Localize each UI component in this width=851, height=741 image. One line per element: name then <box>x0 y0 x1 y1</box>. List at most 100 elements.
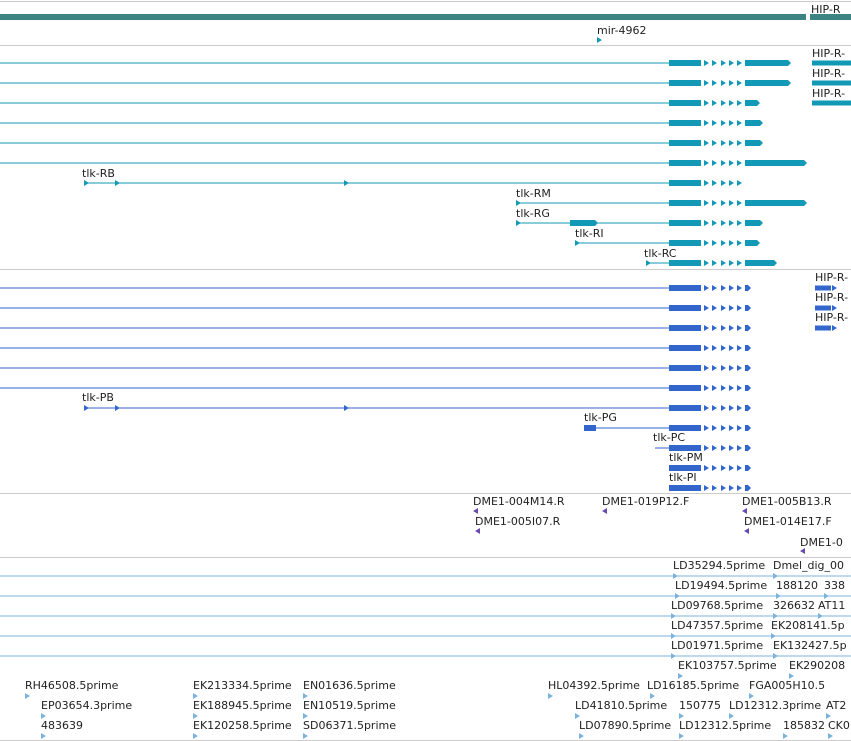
transcript-exon[interactable] <box>669 240 701 246</box>
protein-exon[interactable] <box>704 445 709 451</box>
protein-exon[interactable] <box>729 485 734 491</box>
transcript-exon[interactable] <box>712 140 717 146</box>
est-label-16[interactable]: EK213334.5prime <box>193 679 292 692</box>
est-label-32[interactable]: LD12312.5prime <box>679 719 771 732</box>
gene-bar-hip-r[interactable] <box>810 14 851 20</box>
transcript-exon[interactable] <box>704 60 709 66</box>
transcript-exon[interactable] <box>729 180 734 186</box>
transcript-exon[interactable] <box>729 80 734 86</box>
protein-exon[interactable] <box>745 445 751 451</box>
est-glyph[interactable] <box>303 733 308 739</box>
est-glyph[interactable] <box>193 733 198 739</box>
est-glyph[interactable] <box>673 573 678 579</box>
protein-exon[interactable] <box>712 305 717 311</box>
transcript-exon[interactable] <box>721 100 726 106</box>
protein-exon[interactable] <box>721 305 726 311</box>
protein-exon[interactable] <box>745 325 751 331</box>
protein-exon[interactable] <box>729 445 734 451</box>
protein-exon[interactable] <box>669 345 701 351</box>
est-label-15[interactable]: RH46508.5prime <box>25 679 119 692</box>
est-label-9[interactable]: LD47357.5prime <box>671 619 763 632</box>
transcript-exon[interactable] <box>737 180 742 186</box>
est-label-19[interactable]: LD16185.5prime <box>647 679 739 692</box>
protein-exon[interactable] <box>712 445 717 451</box>
transcript-exon[interactable] <box>712 120 717 126</box>
probe-label-3[interactable]: DME1-005B13.R <box>742 495 832 508</box>
protein-exon[interactable] <box>745 405 751 411</box>
transcript-exon[interactable] <box>712 260 717 266</box>
protein-exon[interactable] <box>712 365 717 371</box>
protein-exon[interactable] <box>669 405 701 411</box>
transcript-exon[interactable] <box>704 100 709 106</box>
transcript-exon[interactable] <box>669 260 701 266</box>
mirna-glyph[interactable] <box>597 37 602 43</box>
protein-exon[interactable] <box>669 305 701 311</box>
est-glyph[interactable] <box>679 713 684 719</box>
est-glyph[interactable] <box>729 713 734 719</box>
est-label-31[interactable]: LD07890.5prime <box>579 719 671 732</box>
est-label-10[interactable]: EK208141.5p <box>771 619 845 632</box>
transcript-exon[interactable] <box>729 200 734 206</box>
transcript-exon[interactable] <box>737 140 742 146</box>
est-label-8[interactable]: AT11 <box>818 599 845 612</box>
probe-label-1[interactable]: DME1-004M14.R <box>473 495 565 508</box>
probe-glyph[interactable] <box>800 548 805 554</box>
transcript-exon[interactable] <box>516 200 521 206</box>
transcript-exon[interactable] <box>570 220 598 226</box>
est-label-22[interactable]: EK188945.5prime <box>193 699 292 712</box>
transcript-label-hip-r-2[interactable]: HIP-R- <box>812 67 845 80</box>
transcript-exon[interactable] <box>729 100 734 106</box>
est-label-4[interactable]: 188120 <box>776 579 818 592</box>
transcript-exon[interactable] <box>344 180 349 186</box>
transcript-exon[interactable] <box>729 60 734 66</box>
est-label-26[interactable]: LD12312.3prime <box>729 699 821 712</box>
protein-exon[interactable] <box>669 285 701 291</box>
protein-exon[interactable] <box>712 385 717 391</box>
est-label-34[interactable]: CK0 <box>828 719 850 732</box>
transcript-exon[interactable] <box>737 240 742 246</box>
est-glyph[interactable] <box>579 733 584 739</box>
transcript-exon[interactable] <box>737 80 742 86</box>
transcript-exon[interactable] <box>737 200 742 206</box>
transcript-exon[interactable] <box>729 120 734 126</box>
transcript-exon[interactable] <box>704 80 709 86</box>
est-glyph[interactable] <box>193 713 198 719</box>
protein-exon[interactable] <box>745 285 751 291</box>
transcript-exon[interactable] <box>516 220 521 226</box>
est-glyph[interactable] <box>773 653 778 659</box>
transcript-label-tlk-rc[interactable]: tlk-RC <box>644 247 677 260</box>
transcript-exon[interactable] <box>721 60 726 66</box>
est-label-33[interactable]: 185832 <box>783 719 825 732</box>
protein-exon[interactable] <box>737 345 742 351</box>
probe-glyph[interactable] <box>473 508 478 514</box>
protein-exon[interactable] <box>729 425 734 431</box>
transcript-exon[interactable] <box>704 240 709 246</box>
protein-exon[interactable] <box>737 405 742 411</box>
transcript-hip-r[interactable] <box>812 80 851 86</box>
protein-exon[interactable] <box>669 445 701 451</box>
protein-hip-r[interactable] <box>832 285 837 291</box>
protein-exon[interactable] <box>745 465 751 471</box>
protein-exon[interactable] <box>704 385 709 391</box>
est-glyph[interactable] <box>675 593 680 599</box>
est-label-25[interactable]: 150775 <box>679 699 721 712</box>
transcript-exon[interactable] <box>729 240 734 246</box>
protein-exon[interactable] <box>721 465 726 471</box>
est-glyph[interactable] <box>771 633 776 639</box>
protein-exon[interactable] <box>745 425 751 431</box>
est-glyph[interactable] <box>678 673 683 679</box>
protein-exon[interactable] <box>745 385 751 391</box>
est-glyph[interactable] <box>824 593 829 599</box>
transcript-exon[interactable] <box>729 140 734 146</box>
transcript-exon[interactable] <box>669 80 701 86</box>
protein-exon[interactable] <box>737 385 742 391</box>
protein-exon[interactable] <box>669 365 701 371</box>
protein-exon[interactable] <box>712 485 717 491</box>
est-label-27[interactable]: AT2 <box>826 699 846 712</box>
transcript-exon[interactable] <box>745 60 791 66</box>
transcript-exon[interactable] <box>721 160 726 166</box>
transcript-exon[interactable] <box>669 160 701 166</box>
transcript-exon[interactable] <box>737 60 742 66</box>
gene-bar[interactable] <box>0 14 806 20</box>
transcript-exon[interactable] <box>737 100 742 106</box>
